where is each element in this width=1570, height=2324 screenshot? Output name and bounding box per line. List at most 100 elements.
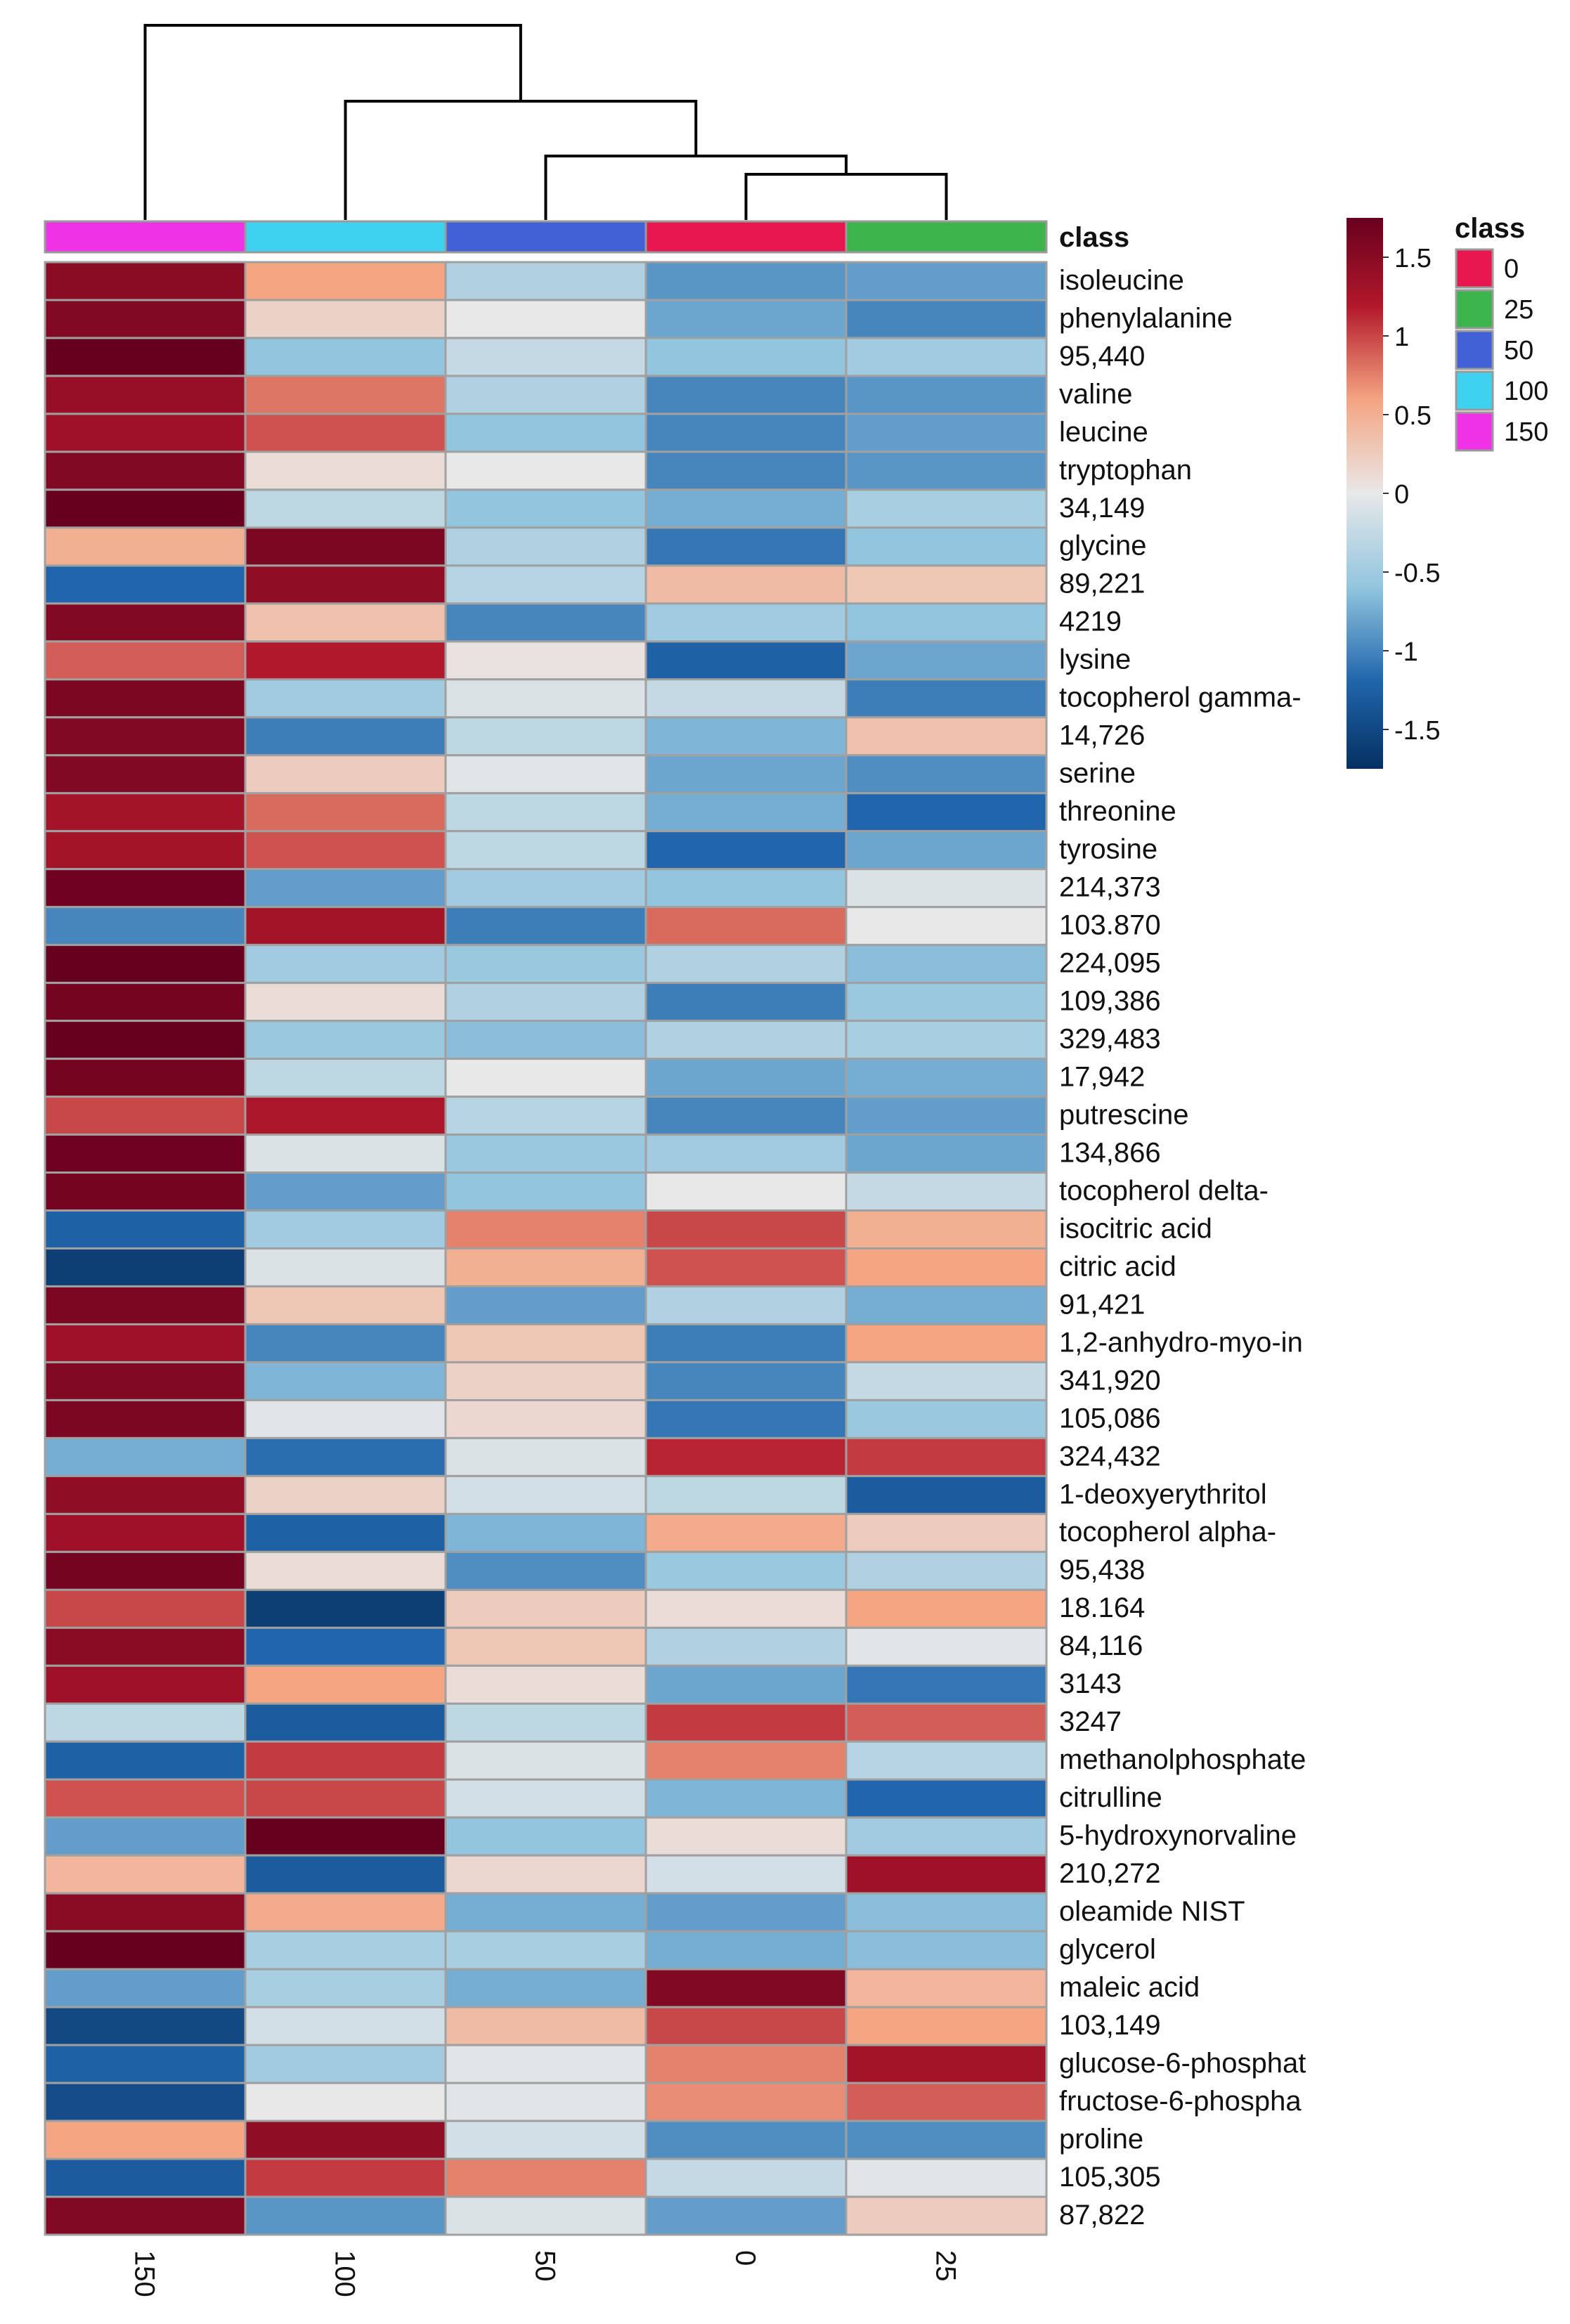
heatmap-cell <box>44 1930 247 1971</box>
row-label: isocitric acid <box>1059 1213 1212 1244</box>
row-label: 214,373 <box>1059 872 1161 903</box>
heatmap-cell <box>644 1968 848 2008</box>
heatmap-cell <box>444 1626 647 1667</box>
annotation-cell <box>244 220 447 254</box>
heatmap-cell <box>444 1664 647 1705</box>
heatmap-cell <box>244 1740 447 1781</box>
row-label: 5-hydroxynorvaline <box>1059 1820 1297 1851</box>
heatmap-cell <box>644 754 848 795</box>
heatmap-cell <box>244 375 447 415</box>
heatmap-cell <box>845 944 1048 985</box>
row-label: 103,149 <box>1059 2010 1161 2041</box>
heatmap-cell <box>644 413 848 453</box>
heatmap-cell <box>845 1436 1048 1477</box>
heatmap-cell <box>644 2006 848 2046</box>
row-label: oleamide NIST <box>1059 1896 1245 1927</box>
heatmap-cell <box>44 1171 247 1212</box>
heatmap-cell <box>444 792 647 833</box>
row-label: glucose-6-phosphat <box>1059 2048 1306 2079</box>
class-legend-label: 25 <box>1504 295 1533 325</box>
heatmap-cell <box>44 261 247 301</box>
heatmap-cell <box>244 640 447 681</box>
heatmap-cell <box>444 678 647 719</box>
row-label: maleic acid <box>1059 1972 1200 2003</box>
heatmap-cell <box>644 1550 848 1591</box>
heatmap-cell <box>845 1550 1048 1591</box>
heatmap-cell <box>845 1247 1048 1287</box>
annotation-cell <box>845 220 1048 254</box>
row-label: putrescine <box>1059 1099 1189 1130</box>
heatmap-cell <box>244 2006 447 2046</box>
heatmap-cell <box>845 1702 1048 1743</box>
heatmap-cell <box>644 868 848 909</box>
heatmap-cell <box>244 944 447 985</box>
column-label: 150 <box>129 2250 160 2297</box>
heatmap-cell <box>244 1892 447 1933</box>
row-label: tryptophan <box>1059 455 1192 486</box>
heatmap-cell <box>244 1247 447 1287</box>
heatmap-cell <box>244 1968 447 2008</box>
heatmap-cell <box>444 564 647 605</box>
heatmap-cell <box>644 1626 848 1667</box>
heatmap-cell <box>44 1778 247 1819</box>
heatmap-cell <box>845 1209 1048 1250</box>
heatmap-cell <box>444 337 647 377</box>
heatmap-cell <box>44 830 247 871</box>
heatmap-cell <box>444 1361 647 1401</box>
heatmap-cell <box>845 1134 1048 1174</box>
dendrogram-link <box>143 24 522 220</box>
heatmap-cell <box>244 2157 447 2198</box>
heatmap-cell <box>644 488 848 529</box>
heatmap-cell <box>644 299 848 339</box>
row-label: 341,920 <box>1059 1365 1161 1396</box>
heatmap-cell <box>44 1285 247 1325</box>
heatmap-cell <box>644 261 848 301</box>
heatmap-cell <box>444 1171 647 1212</box>
heatmap-cell <box>644 716 848 757</box>
row-label: citric acid <box>1059 1251 1176 1282</box>
heatmap-cell <box>644 1436 848 1477</box>
heatmap-cell <box>845 868 1048 909</box>
heatmap-cell <box>44 1247 247 1287</box>
heatmap-cell <box>444 1550 647 1591</box>
heatmap-cell <box>244 450 447 491</box>
heatmap-cell <box>44 982 247 1023</box>
heatmap-cell <box>444 1058 647 1098</box>
heatmap-cell <box>845 982 1048 1023</box>
heatmap-cell <box>244 1361 447 1401</box>
heatmap-cell <box>845 2119 1048 2160</box>
heatmap-cell <box>44 906 247 947</box>
heatmap-cell <box>444 2195 647 2236</box>
heatmap-cell <box>44 2044 247 2084</box>
heatmap-cell <box>644 1398 848 1439</box>
heatmap-cell <box>44 944 247 985</box>
heatmap-cell <box>244 830 447 871</box>
heatmap-cell <box>244 337 447 377</box>
heatmap-cell <box>644 2119 848 2160</box>
heatmap-cell <box>244 413 447 453</box>
colorbar-tick-label: 0.5 <box>1394 401 1432 431</box>
row-label: glycine <box>1059 531 1147 561</box>
heatmap-cell <box>244 716 447 757</box>
column-label: 100 <box>330 2250 361 2297</box>
heatmap-cell <box>44 1968 247 2008</box>
heatmap-cell <box>44 1474 247 1515</box>
heatmap-cell <box>845 1930 1048 1971</box>
heatmap-cell <box>444 1892 647 1933</box>
heatmap-cell <box>644 526 848 567</box>
row-label: 89,221 <box>1059 569 1145 599</box>
column-label: 0 <box>730 2250 761 2266</box>
class-legend-label: 100 <box>1504 377 1548 406</box>
class-legend: 0 25 50 100 150 <box>1455 248 1548 452</box>
heatmap-cell <box>845 2157 1048 2198</box>
row-label: 1,2-anhydro-myo-in <box>1059 1327 1303 1358</box>
heatmap-cell <box>644 1664 848 1705</box>
heatmap-cell <box>244 2195 447 2236</box>
heatmap-cell <box>44 754 247 795</box>
heatmap-cell <box>444 261 647 301</box>
row-label: 329,483 <box>1059 1023 1161 1054</box>
heatmap-cell <box>444 754 647 795</box>
heatmap-cell <box>244 1323 447 1363</box>
heatmap-cell <box>845 1854 1048 1895</box>
row-label: 91,421 <box>1059 1289 1145 1320</box>
